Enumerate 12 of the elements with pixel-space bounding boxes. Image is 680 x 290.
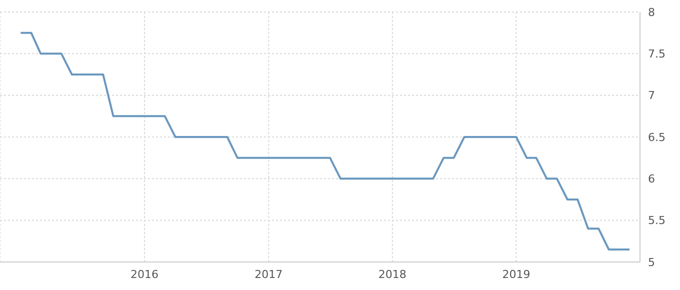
y-tick-label: 8 [648, 6, 655, 19]
y-tick-label: 6.5 [648, 130, 666, 144]
y-tick-label: 7.5 [648, 48, 666, 61]
y-tick-label: 6 [648, 172, 655, 186]
y-tick-label: 5.5 [648, 214, 666, 228]
x-tick-label: 2017 [254, 268, 283, 281]
x-tick-label: 2019 [502, 268, 530, 281]
y-tick-label: 7 [648, 89, 655, 102]
line-series [20, 32, 630, 250]
x-tick-label: 2016 [130, 268, 158, 281]
x-tick-label: 2018 [378, 268, 406, 281]
y-tick-label: 5 [648, 256, 655, 269]
